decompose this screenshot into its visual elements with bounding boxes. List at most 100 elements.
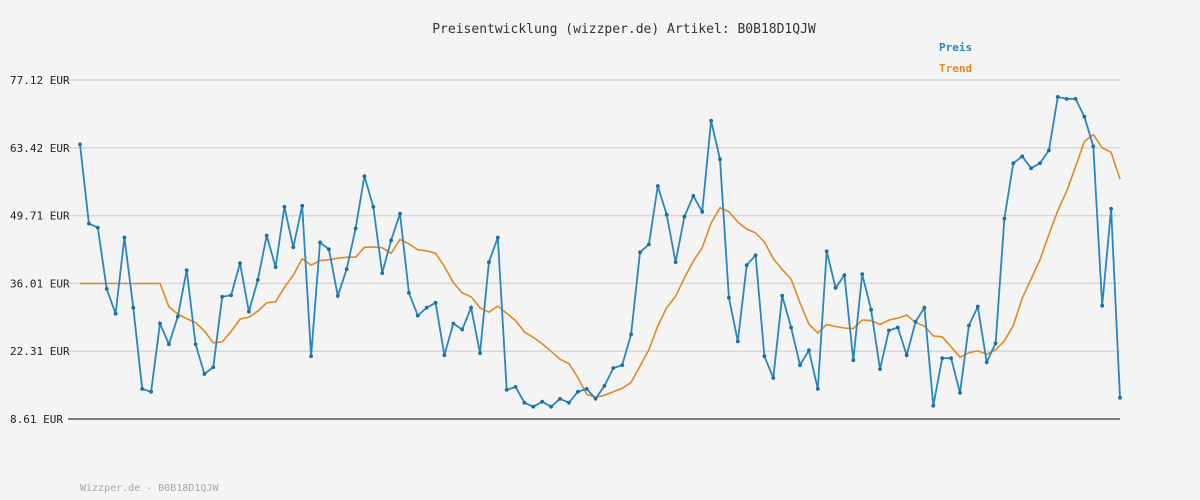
data-point-preis	[931, 403, 936, 408]
data-point-preis	[860, 272, 865, 276]
data-point-preis	[291, 245, 296, 250]
data-point-preis	[647, 242, 651, 247]
data-point-preis	[815, 387, 820, 391]
data-point-preis	[522, 400, 527, 405]
gridlines	[68, 79, 1120, 352]
data-point-preis	[638, 250, 642, 255]
data-point-preis	[807, 348, 811, 353]
y-tick-label: 49.71 EUR	[10, 210, 70, 223]
data-point-preis	[113, 311, 118, 316]
data-point-preis	[673, 260, 678, 265]
data-point-preis	[344, 267, 349, 271]
data-point-preis	[451, 321, 456, 326]
data-point-preis	[629, 332, 633, 337]
data-point-preis	[504, 388, 509, 392]
data-point-preis	[131, 305, 136, 310]
data-point-preis	[735, 339, 740, 344]
data-point-preis	[1082, 114, 1087, 119]
data-point-preis	[398, 211, 402, 216]
data-point-preis	[149, 389, 154, 394]
data-point-preis	[460, 327, 465, 332]
data-point-preis	[575, 389, 580, 394]
data-point-preis	[220, 294, 225, 299]
data-point-preis	[1011, 161, 1016, 166]
data-point-preis	[993, 341, 998, 346]
data-point-preis	[549, 404, 553, 409]
data-point-preis	[584, 387, 589, 391]
data-point-preis	[744, 263, 749, 268]
data-point-preis	[762, 354, 767, 359]
data-point-preis	[1118, 395, 1122, 400]
data-point-preis	[487, 260, 491, 265]
data-point-preis	[415, 313, 420, 318]
data-point-preis	[593, 396, 598, 401]
data-point-preis	[184, 268, 189, 272]
data-point-preis	[424, 305, 429, 310]
data-point-preis	[247, 309, 251, 314]
data-point-preis	[175, 314, 180, 319]
data-point-preis	[327, 247, 331, 252]
legend-entry-trend: Trend	[939, 62, 972, 75]
data-point-preis	[1029, 166, 1033, 171]
data-point-preis	[140, 387, 145, 391]
data-point-preis	[895, 325, 900, 330]
data-point-preis	[887, 328, 891, 333]
y-tick-label: 22.31 EUR	[10, 345, 70, 358]
data-point-preis	[727, 295, 731, 300]
data-point-preis	[122, 235, 127, 240]
data-point-preis	[842, 273, 847, 277]
data-point-preis	[478, 351, 482, 356]
data-point-preis	[238, 261, 242, 266]
data-point-preis	[442, 353, 447, 358]
data-point-preis	[655, 184, 660, 188]
data-point-preis	[300, 203, 305, 208]
data-point-preis	[718, 157, 722, 162]
data-point-preis	[1100, 303, 1105, 308]
data-point-preis	[753, 253, 758, 258]
data-point-preis	[833, 286, 838, 290]
data-point-preis	[958, 390, 962, 395]
data-point-preis	[780, 293, 785, 298]
data-point-preis	[540, 399, 545, 404]
data-point-preis	[567, 400, 571, 405]
data-point-preis	[255, 278, 260, 282]
data-point-preis	[1073, 97, 1078, 101]
data-point-preis	[664, 212, 669, 217]
data-point-preis	[913, 319, 918, 324]
data-point-preis	[1109, 206, 1113, 211]
data-point-preis	[407, 291, 411, 295]
data-point-preis	[1091, 144, 1096, 149]
data-point-preis	[193, 342, 198, 347]
data-point-preis	[309, 354, 313, 359]
data-point-preis	[495, 235, 500, 240]
y-tick-label: 77.12 EUR	[10, 74, 70, 87]
series-layer	[78, 95, 1122, 409]
data-point-preis	[984, 360, 989, 364]
data-point-preis	[211, 365, 216, 369]
data-point-preis	[362, 174, 367, 179]
data-point-preis	[335, 293, 340, 298]
data-point-preis	[691, 194, 696, 198]
data-point-preis	[789, 325, 793, 330]
data-point-preis	[273, 265, 278, 269]
data-point-preis	[967, 323, 971, 328]
data-point-preis	[469, 305, 473, 310]
legend-entry-preis: Preis	[939, 41, 972, 54]
data-point-preis	[78, 142, 82, 147]
y-tick-label: 36.01 EUR	[10, 277, 70, 290]
data-point-preis	[158, 321, 162, 326]
data-point-preis	[87, 221, 91, 226]
data-point-preis	[353, 226, 358, 231]
data-point-preis	[975, 304, 980, 309]
data-point-preis	[1055, 95, 1060, 99]
data-point-preis	[380, 271, 385, 275]
data-point-preis	[878, 367, 882, 371]
data-point-preis	[282, 204, 287, 209]
series-line-preis	[79, 95, 1121, 408]
chart-footer: Wizzper.de - B0B18D1QJW	[80, 483, 219, 494]
data-point-preis	[904, 353, 909, 358]
data-point-preis	[264, 233, 269, 238]
data-point-preis	[602, 384, 607, 388]
